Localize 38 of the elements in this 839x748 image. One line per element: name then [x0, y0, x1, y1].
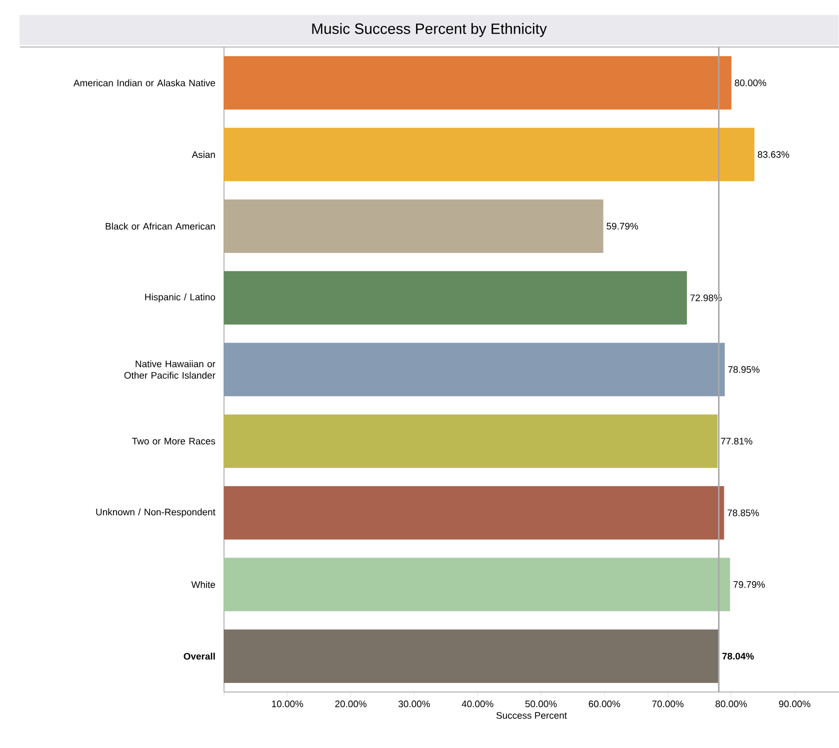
- x-tick-label: 10.00%: [272, 700, 304, 708]
- data-label: 83.63%: [758, 151, 790, 158]
- data-label: 78.85%: [728, 509, 759, 516]
- y-tick-label: Two or More Races: [132, 438, 216, 444]
- data-label: 59.79%: [606, 222, 638, 230]
- y-tick-label: Black or African American: [106, 222, 215, 230]
- x-tick-label: 80.00%: [716, 700, 747, 708]
- x-tick-label: 20.00%: [335, 700, 367, 708]
- y-tick-label: Asian: [192, 151, 215, 158]
- x-tick-label: 90.00%: [779, 700, 810, 708]
- bar: [224, 271, 687, 325]
- bar: [224, 128, 754, 182]
- y-tick-label: American Indian or Alaska Native: [73, 79, 216, 86]
- bar: [224, 342, 725, 396]
- bar: [224, 629, 719, 683]
- x-tick-label: 50.00%: [525, 700, 557, 708]
- y-tick-label: Hispanic / Latino: [145, 293, 216, 302]
- data-label: 77.81%: [721, 438, 752, 445]
- y-tick-label: White: [191, 581, 216, 588]
- x-tick-label: 40.00%: [462, 700, 494, 708]
- bar: [224, 199, 604, 253]
- x-tick-label: 30.00%: [398, 700, 430, 708]
- bar: [224, 486, 724, 540]
- x-tick-label: 70.00%: [652, 700, 684, 708]
- bar: [224, 56, 732, 110]
- y-tick-label: Unknown / Non-Respondent: [96, 508, 216, 518]
- bar: [224, 558, 730, 612]
- data-label: 78.95%: [728, 366, 760, 373]
- data-label: 72.98%: [690, 294, 722, 302]
- chart-title: Music Success Percent by Ethnicity: [312, 23, 547, 37]
- x-axis-title: Success Percent: [496, 712, 567, 719]
- data-label: 79.79%: [734, 581, 765, 588]
- data-label: 78.04%: [722, 652, 754, 660]
- y-tick-label: Native Hawaiian or Other Pacific Islander: [124, 360, 216, 379]
- data-label: 80.00%: [734, 79, 766, 86]
- bar: [224, 414, 718, 468]
- y-tick-label: Overall: [184, 652, 215, 660]
- x-tick-label: 60.00%: [588, 700, 620, 708]
